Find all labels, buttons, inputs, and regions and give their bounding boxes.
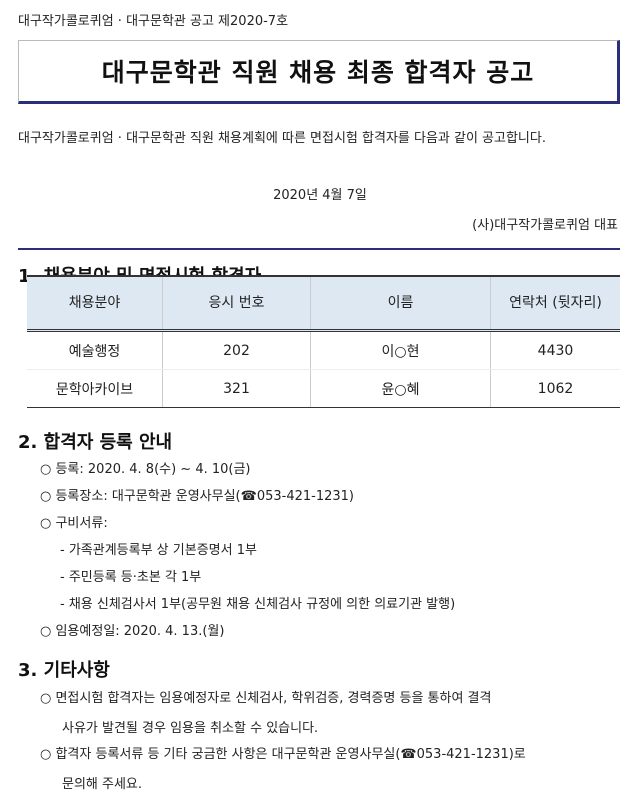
cell: 1062 [490,369,620,408]
cell: 이○현 [310,330,491,370]
column-header: 채용분야 [27,275,163,332]
intro-text: 대구작가콜로퀴엄 · 대구문학관 직원 채용계획에 따른 면접시험 합격자를 다… [18,131,546,146]
item-text-continued: 사유가 발견될 경우 임용을 취소할 수 있습니다. [62,721,319,736]
divider [18,248,620,250]
item-text-continued: 문의해 주세요. [62,777,143,792]
cell: 윤○혜 [310,369,491,408]
list-subitem: - 가족관계등록부 상 기본증명서 1부 [60,543,257,558]
list-item: ○ 임용예정일: 2020. 4. 13.(월) [40,624,225,639]
table-row: 예술행정 202 이○현 4430 [27,330,620,370]
page-title: 대구문학관 직원 채용 최종 합격자 공고 [18,40,620,104]
cell: 4430 [490,330,620,370]
cell: 321 [162,369,311,408]
item-text: ○ 면접시험 합격자는 임용예정자로 신체검사, 학위검증, 경력증명 등을 통… [40,691,492,706]
cell: 202 [162,330,311,370]
list-subitem: - 주민등록 등·초본 각 1부 [60,570,202,585]
list-item: ○ 면접시험 합격자는 임용예정자로 신체검사, 학위검증, 경력증명 등을 통… [40,684,618,744]
list-item: ○ 구비서류: [40,516,108,531]
document-number: 대구작가콜로퀴엄 · 대구문학관 공고 제2020-7호 [18,14,289,29]
cell: 예술행정 [27,330,163,370]
cell: 문학아카이브 [27,369,163,408]
section-heading-2: 2. 합격자 등록 안내 [18,432,173,453]
list-item: ○ 등록장소: 대구문학관 운영사무실(☎053-421-1231) [40,489,354,504]
successful-candidates-table: 채용분야 응시 번호 이름 연락처 (뒷자리) 예술행정 202 이○현 443… [27,275,620,408]
notice-date: 2020년 4월 7일 [273,188,367,203]
issuer: (사)대구작가콜로퀴엄 대표 [472,218,618,233]
column-header: 이름 [310,275,491,332]
item-text: ○ 합격자 등록서류 등 기타 궁금한 사항은 대구문학관 운영사무실(☎053… [40,747,526,762]
table-row: 문학아카이브 321 윤○혜 1062 [27,369,620,408]
list-item: ○ 합격자 등록서류 등 기타 궁금한 사항은 대구문학관 운영사무실(☎053… [40,740,618,800]
section-heading-3: 3. 기타사항 [18,660,110,681]
list-subitem: - 채용 신체검사서 1부(공무원 채용 신체검사 규정에 의한 의료기관 발행… [60,597,456,612]
column-header: 응시 번호 [162,275,311,332]
column-header: 연락처 (뒷자리) [490,275,620,332]
list-item: ○ 등록: 2020. 4. 8(수) ~ 4. 10(금) [40,462,251,477]
